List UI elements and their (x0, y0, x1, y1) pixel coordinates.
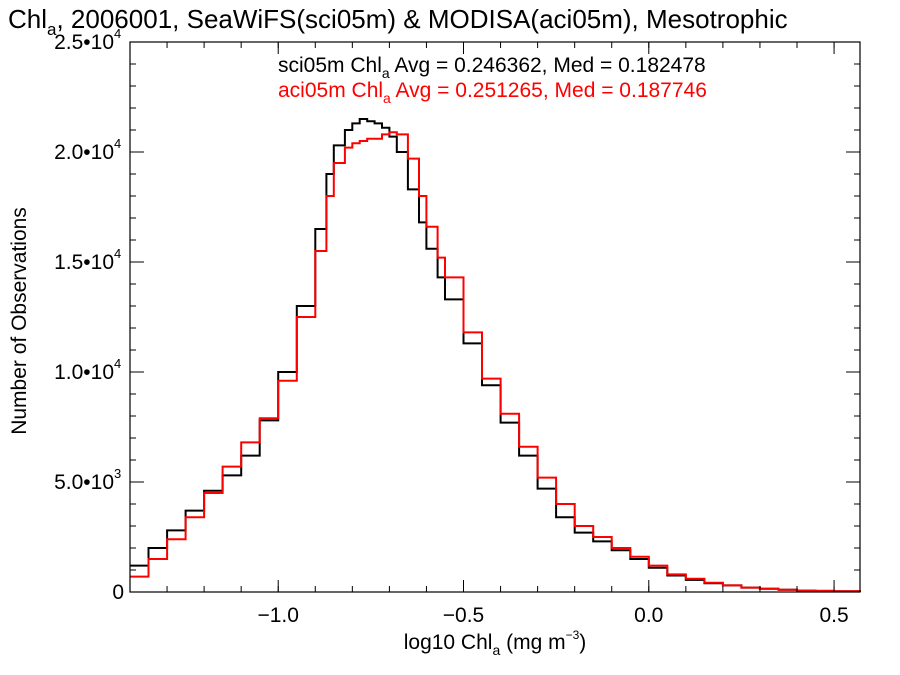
stats-annotation: aci05m Chla Avg = 0.251265, Med = 0.1877… (278, 79, 707, 106)
series-line-sci05m (130, 118, 861, 593)
x-tick-label: 0.0 (634, 604, 663, 627)
y-tick-label: 1.0•10 (54, 361, 114, 384)
y-tick-label-exponent: 4 (114, 356, 121, 371)
xlabel-sup: −3 (566, 628, 580, 642)
annotation-post: Avg = 0.246362, Med = 0.182478 (390, 54, 706, 77)
y-tick-label: 1.5•10 (54, 251, 114, 274)
annotation-sub: a (382, 65, 390, 81)
stats-annotation: sci05m Chla Avg = 0.246362, Med = 0.1824… (278, 54, 706, 81)
series-line-aci05m (130, 131, 861, 593)
y-tick-label-exponent: 4 (114, 26, 121, 41)
y-tick-label-exponent: 3 (114, 466, 121, 481)
annotation-sub: a (383, 90, 391, 106)
xlabel-close: ) (579, 631, 586, 654)
xlabel-sub: a (492, 642, 500, 658)
svg-text:log10 Chla (mg m−3): log10 Chla (mg m−3) (404, 628, 587, 658)
title-post: , 2006001, SeaWiFS(sci05m) & MODISA(aci0… (56, 4, 787, 34)
annotation-pre: aci05m Chl (278, 79, 383, 102)
annotation-pre: sci05m Chl (278, 54, 382, 77)
x-tick-label: −0.5 (443, 604, 484, 627)
title-sub: a (47, 20, 57, 39)
y-tick-label: 5.0•10 (54, 471, 114, 494)
annotation-post: Avg = 0.251265, Med = 0.187746 (391, 79, 707, 102)
x-axis-label: log10 Chla (mg m−3) (404, 628, 587, 658)
plot-frame (129, 41, 861, 593)
y-tick-label-exponent: 4 (114, 136, 121, 151)
x-tick-label: 0.5 (819, 604, 848, 627)
y-tick-label-exponent: 4 (114, 246, 121, 261)
xlabel-pre: log10 Chl (404, 631, 493, 654)
svg-text:Chla, 2006001, SeaWiFS(sci05m): Chla, 2006001, SeaWiFS(sci05m) & MODISA(… (8, 4, 788, 39)
y-tick-label: 2.0•10 (54, 141, 114, 164)
xlabel-post: (mg m (500, 631, 565, 654)
axis-ticks: −1.0 −0.5 0.0 0.505.0•10 31.0•10 41.5•10 42.0•… (54, 26, 860, 627)
x-tick-label: −1.0 (257, 604, 298, 627)
y-axis-label: Number of Observations (8, 207, 31, 435)
annotations: sci05m Chla Avg = 0.246362, Med = 0.1824… (278, 54, 707, 106)
title-pre: Chl (8, 4, 47, 34)
series-layer (130, 118, 861, 593)
chart-title: Chla, 2006001, SeaWiFS(sci05m) & MODISA(… (8, 4, 788, 39)
y-tick-label: 2.5•10 (54, 31, 114, 54)
y-axis-title: Number of Observations (8, 207, 31, 435)
y-tick-label: 0 (112, 581, 124, 604)
